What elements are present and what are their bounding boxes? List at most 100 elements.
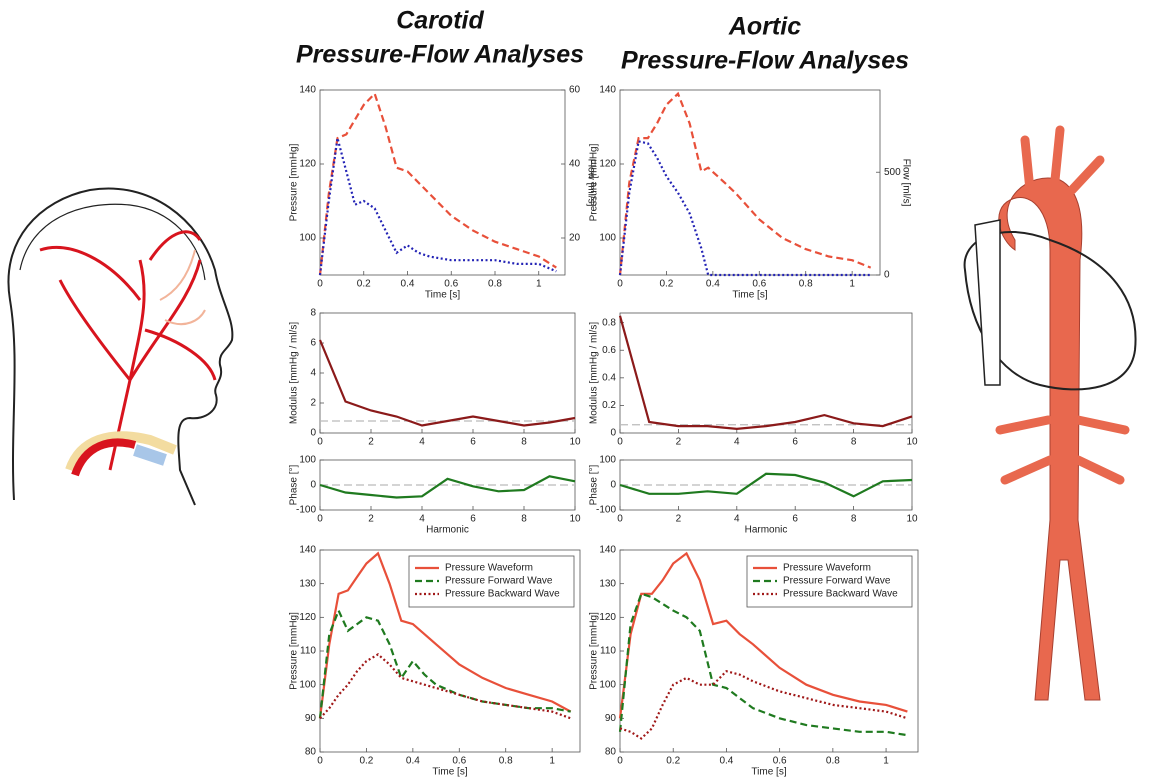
- y-tick-label: 100: [299, 455, 316, 466]
- y-tick-label: 80: [305, 747, 317, 758]
- x-tick-label: 0: [317, 756, 323, 767]
- y-tick-label: 140: [599, 85, 616, 96]
- y-tick-label: 8: [310, 308, 316, 319]
- x-axis-label: Time [s]: [751, 767, 786, 777]
- x-tick-label: 1: [883, 756, 889, 767]
- y-tick-label: 0: [610, 480, 616, 491]
- y-tick-label: 100: [599, 679, 616, 690]
- y-axis-label: Pressure [mmHg]: [589, 143, 600, 221]
- x-tick-label: 0: [617, 756, 623, 767]
- x-tick-label: 0.4: [719, 756, 733, 767]
- y-tick-label: 110: [600, 646, 616, 657]
- x-axis-label: Time [s]: [432, 767, 467, 777]
- y-tick-label: 0.8: [602, 317, 616, 328]
- y-tick-label: 120: [299, 159, 316, 170]
- legend-label: Pressure Waveform: [783, 563, 871, 574]
- y-tick-label: 120: [299, 612, 316, 623]
- x-tick-label: 6: [792, 437, 798, 448]
- y-axis-label: Modulus [mmHg / ml/s]: [289, 322, 300, 424]
- x-tick-label: 8: [851, 437, 857, 448]
- x-tick-label: 0.8: [499, 756, 513, 767]
- column-title: Aortic: [728, 13, 801, 41]
- x-tick-label: 8: [521, 437, 527, 448]
- y-tick-label: 0: [310, 480, 316, 491]
- x-tick-label: 0.6: [773, 756, 787, 767]
- legend-label: Pressure Forward Wave: [445, 576, 553, 587]
- y-tick-label: 80: [605, 747, 617, 758]
- x-tick-label: 0.2: [659, 279, 673, 290]
- y-axis-label: Pressure [mmHg]: [289, 612, 300, 690]
- x-tick-label: 6: [470, 514, 476, 525]
- y2-tick-label: 40: [569, 159, 581, 170]
- x-tick-label: 4: [734, 437, 740, 448]
- y2-tick-label: 60: [569, 85, 581, 96]
- plot-frame: [320, 313, 575, 433]
- y-tick-label: 0.4: [602, 372, 616, 383]
- figure: Carotid Pressure-Flow Analyses Aortic Pr…: [0, 0, 1150, 777]
- y-tick-label: 0.6: [602, 345, 616, 356]
- x-tick-label: 0: [317, 279, 323, 290]
- x-tick-label: 0.6: [452, 756, 466, 767]
- legend-label: Pressure Waveform: [445, 563, 533, 574]
- x-tick-label: 0.2: [359, 756, 373, 767]
- x-axis-label: Harmonic: [426, 525, 469, 536]
- y-tick-label: 120: [599, 159, 616, 170]
- y-tick-label: 110: [300, 646, 316, 657]
- y-tick-label: 130: [299, 578, 316, 589]
- column-subtitle: Pressure-Flow Analyses: [621, 47, 909, 75]
- y-tick-label: 130: [599, 578, 616, 589]
- x-tick-label: 10: [906, 437, 918, 448]
- y-tick-label: 2: [310, 398, 316, 409]
- y-tick-label: 4: [310, 368, 316, 379]
- y-axis-label: Phase [°]: [289, 464, 300, 505]
- x-tick-label: 0.4: [406, 756, 420, 767]
- x-tick-label: 6: [470, 437, 476, 448]
- x-tick-label: 0: [617, 514, 623, 525]
- x-tick-label: 1: [849, 279, 855, 290]
- y-tick-label: 120: [599, 612, 616, 623]
- legend-label: Pressure Forward Wave: [783, 576, 891, 587]
- x-tick-label: 8: [521, 514, 527, 525]
- x-axis-label: Harmonic: [745, 525, 788, 536]
- column-title: Carotid: [396, 7, 484, 35]
- x-tick-label: 1: [549, 756, 555, 767]
- x-tick-label: 8: [851, 514, 857, 525]
- x-tick-label: 4: [419, 437, 425, 448]
- y-tick-label: 140: [299, 545, 316, 556]
- y-tick-label: 140: [299, 85, 316, 96]
- x-tick-label: 10: [569, 514, 581, 525]
- y2-axis-label: Flow [ml/s]: [900, 159, 911, 207]
- plot-frame: [620, 313, 912, 433]
- x-tick-label: 0.6: [444, 279, 458, 290]
- legend-label: Pressure Backward Wave: [783, 589, 898, 600]
- x-tick-label: 0.6: [752, 279, 766, 290]
- x-tick-label: 6: [792, 514, 798, 525]
- x-axis-label: Time [s]: [425, 290, 460, 301]
- x-tick-label: 2: [676, 437, 682, 448]
- y-axis-label: Pressure [mmHg]: [589, 612, 600, 690]
- x-tick-label: 10: [569, 437, 581, 448]
- x-tick-label: 2: [368, 437, 374, 448]
- y-axis-label: Modulus [mmHg / ml/s]: [589, 322, 600, 424]
- y-tick-label: 100: [599, 455, 616, 466]
- y-tick-label: 0.2: [602, 400, 616, 411]
- x-tick-label: 4: [419, 514, 425, 525]
- y2-tick-label: 500: [884, 167, 901, 178]
- y-tick-label: 90: [605, 713, 617, 724]
- x-tick-label: 0.8: [826, 756, 840, 767]
- x-tick-label: 10: [906, 514, 918, 525]
- x-tick-label: 0.4: [706, 279, 720, 290]
- x-tick-label: 2: [368, 514, 374, 525]
- x-tick-label: 4: [734, 514, 740, 525]
- x-tick-label: 0: [317, 514, 323, 525]
- y-tick-label: 140: [599, 545, 616, 556]
- y-axis-label: Pressure [mmHg]: [289, 143, 300, 221]
- column-subtitle: Pressure-Flow Analyses: [296, 41, 584, 69]
- head-illustration: [8, 188, 232, 505]
- y-tick-label: 100: [299, 233, 316, 244]
- y-tick-label: 0: [610, 428, 616, 439]
- x-tick-label: 0.8: [488, 279, 502, 290]
- y-tick-label: 100: [299, 679, 316, 690]
- x-tick-label: 0.4: [401, 279, 415, 290]
- aorta-illustration: [965, 130, 1136, 700]
